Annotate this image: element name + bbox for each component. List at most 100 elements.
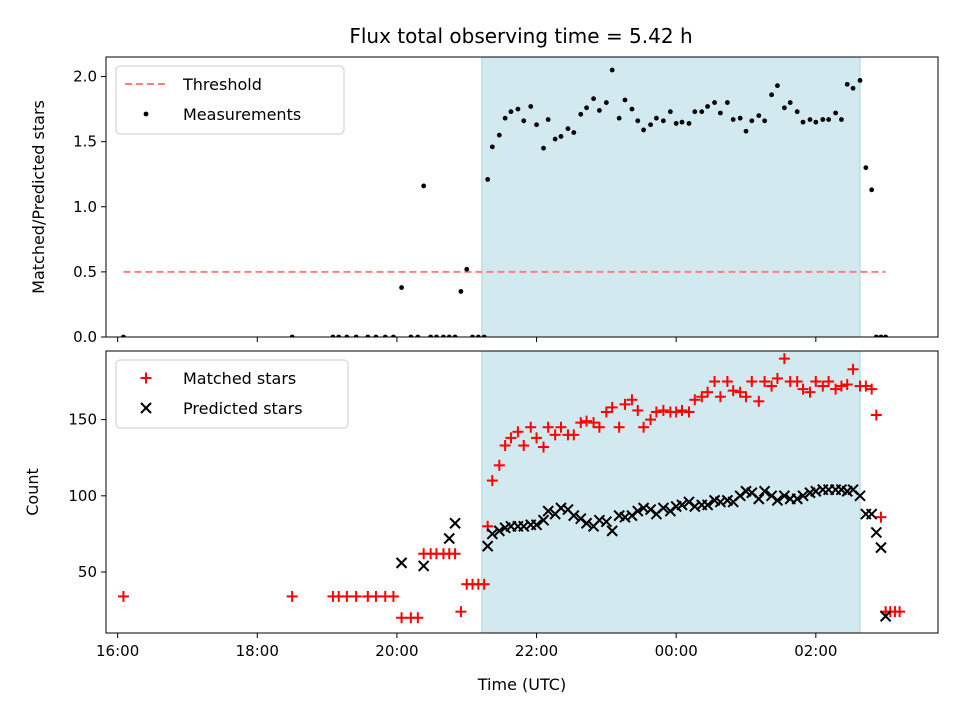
data-point (654, 115, 659, 121)
data-point (753, 493, 765, 505)
data-point (841, 379, 853, 391)
data-point (718, 110, 723, 116)
chart-title: Flux total observing time = 5.42 h (349, 24, 692, 48)
data-point (817, 380, 829, 392)
data-point (534, 122, 539, 128)
data-point (782, 105, 787, 111)
data-point (499, 440, 511, 452)
observing-window-span (481, 57, 861, 337)
data-point (578, 111, 584, 117)
data-point (771, 494, 784, 507)
data-point (875, 541, 887, 554)
data-point (330, 334, 336, 337)
data-point (835, 380, 847, 392)
data-point (746, 375, 758, 387)
legend-label: Matched stars (183, 369, 296, 388)
data-point (667, 109, 673, 115)
data-point (365, 334, 371, 337)
data-point (485, 177, 491, 182)
data-point (878, 334, 884, 337)
data-point (391, 334, 396, 337)
data-point (648, 122, 653, 128)
data-point (373, 334, 379, 337)
plot-area (121, 57, 889, 337)
data-point (565, 126, 571, 132)
data-point (873, 334, 879, 337)
legend-handle (140, 372, 152, 384)
data-point (787, 100, 793, 105)
data-point (596, 107, 602, 113)
data-point (449, 548, 461, 560)
data-point (844, 81, 850, 87)
series-matched-stars (117, 353, 906, 624)
data-point (660, 118, 666, 124)
legend-label: Predicted stars (183, 399, 303, 418)
data-point (399, 285, 404, 290)
y-tick-label: 0.0 (73, 328, 97, 346)
y-axis-label: Matched/Predicted stars (29, 100, 48, 294)
y-tick-label: 0.5 (73, 263, 97, 281)
data-point (797, 490, 809, 502)
data-point (609, 67, 615, 73)
data-point (568, 509, 580, 522)
top-panel-ratio: 0.0 0.5 1.0 1.5 2.0 Matched/Predicted stars Th… (29, 56, 939, 346)
data-point (396, 612, 408, 624)
data-point (619, 398, 631, 410)
data-point (657, 404, 669, 416)
data-point (370, 590, 382, 602)
data-point (629, 106, 635, 112)
y-tick-label: 100 (68, 487, 97, 505)
y-tick-label: 1.5 (73, 133, 97, 151)
data-point (734, 386, 746, 398)
data-point (794, 109, 800, 115)
data-point (606, 401, 618, 413)
data-point (530, 519, 543, 531)
legend-label: Threshold (182, 75, 262, 94)
data-point (714, 391, 726, 403)
x-tick-label: 16:00 (96, 642, 139, 660)
data-point (875, 511, 887, 523)
y-tick-label: 1.0 (73, 198, 97, 216)
data-point (762, 118, 768, 124)
data-point (870, 526, 883, 539)
data-point (121, 334, 126, 337)
data-point (701, 499, 714, 511)
data-point (791, 493, 803, 505)
axes-frame (105, 56, 939, 338)
x-tick-label: 02:00 (794, 642, 837, 660)
data-point (606, 525, 618, 537)
data-point (699, 109, 705, 115)
data-point (434, 334, 439, 337)
data-point (689, 394, 701, 406)
data-point (679, 119, 685, 125)
data-point (810, 375, 822, 387)
data-point (775, 83, 780, 89)
data-point (869, 187, 875, 193)
data-point (341, 590, 353, 602)
data-point (512, 426, 524, 438)
data-point (759, 375, 771, 387)
legend: Matched stars Predicted stars (115, 359, 349, 429)
axes-frame (105, 350, 939, 634)
data-point (863, 165, 869, 171)
data-point (531, 432, 543, 444)
series-predicted-stars (395, 484, 892, 622)
y-tick-label: 50 (78, 563, 97, 581)
data-point (865, 508, 878, 520)
data-point (756, 113, 762, 119)
legend-box (115, 65, 345, 135)
data-point (443, 532, 455, 545)
data-point (833, 110, 838, 116)
data-point (344, 334, 350, 337)
data-point (650, 406, 662, 418)
data-point (493, 459, 505, 471)
data-point (797, 383, 809, 395)
legend-label: Measurements (183, 105, 301, 124)
data-point (478, 578, 490, 590)
legend-handle (140, 402, 152, 414)
data-point (481, 540, 494, 552)
data-point (820, 117, 826, 122)
data-point (537, 514, 550, 526)
data-point (879, 610, 892, 622)
data-point (823, 375, 835, 387)
